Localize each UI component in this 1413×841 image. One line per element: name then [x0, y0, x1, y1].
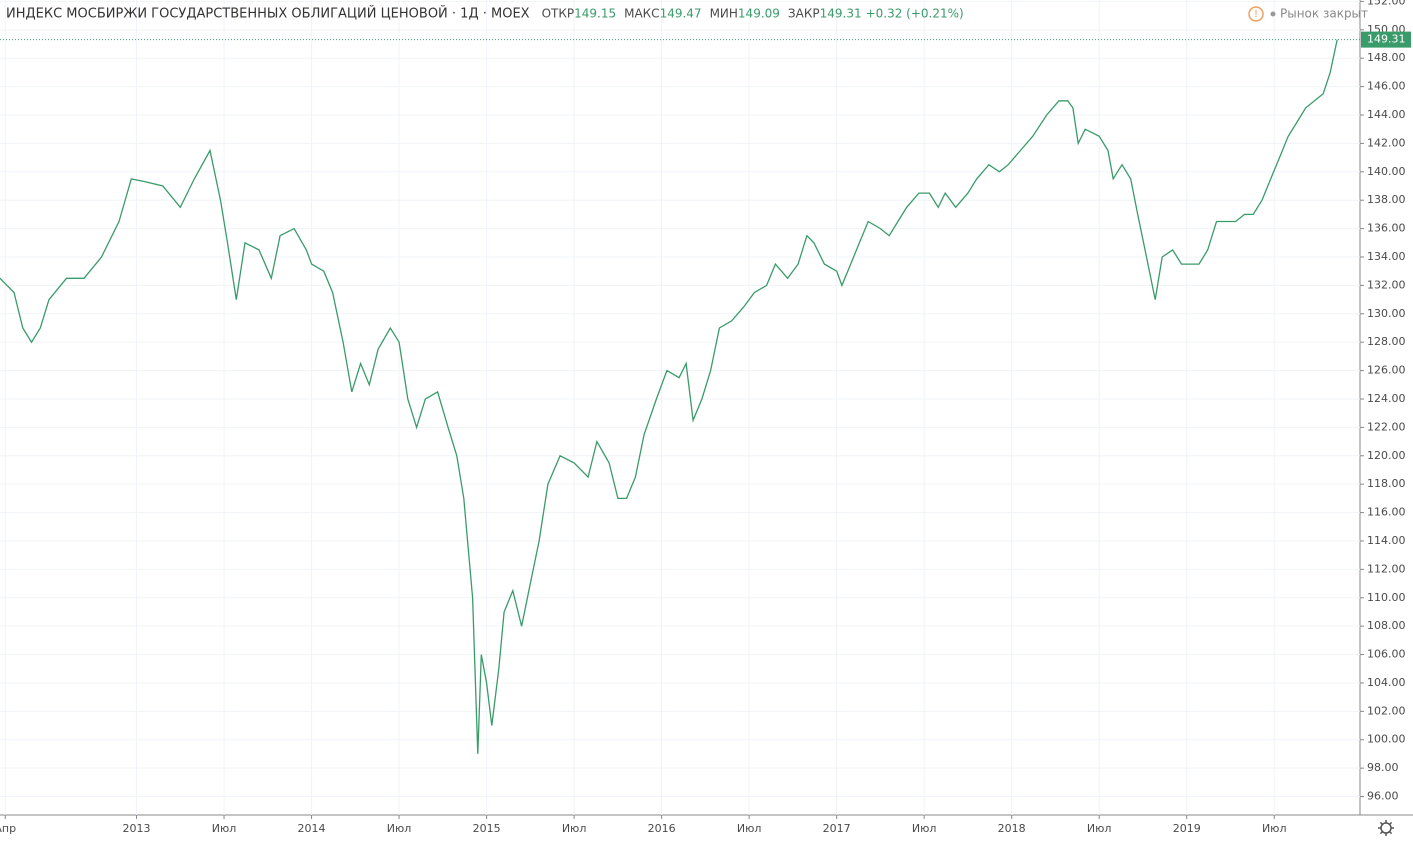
y-tick-label: 122.00	[1367, 420, 1406, 433]
y-tick-label: 148.00	[1367, 51, 1406, 64]
y-tick-label: 104.00	[1367, 676, 1406, 689]
status-icon	[1248, 6, 1264, 22]
status-dot	[1270, 11, 1276, 17]
y-tick-label: 126.00	[1367, 364, 1406, 377]
x-tick-label: 2015	[473, 822, 501, 835]
x-tick-label: 2013	[123, 822, 151, 835]
y-tick-label: 96.00	[1367, 790, 1399, 803]
y-tick-label: 140.00	[1367, 165, 1406, 178]
x-tick-label: Апр	[0, 822, 16, 835]
x-tick-label: 2016	[648, 822, 676, 835]
ohlc-value: 149.15	[574, 7, 616, 21]
x-tick-label: 2019	[1173, 822, 1201, 835]
x-tick-label: Июл	[1262, 822, 1287, 835]
y-tick-label: 144.00	[1367, 108, 1406, 121]
market-status: Рынок закрыт	[1280, 7, 1368, 21]
y-tick-label: 100.00	[1367, 733, 1406, 746]
y-tick-label: 142.00	[1367, 136, 1406, 149]
price-line	[0, 39, 1338, 754]
y-tick-label: 120.00	[1367, 449, 1406, 462]
ohlc-label: МАКС	[624, 7, 659, 21]
y-tick-label: 108.00	[1367, 619, 1406, 632]
ohlc-label: МИН	[710, 7, 738, 21]
y-tick-label: 134.00	[1367, 250, 1406, 263]
price-axis	[1360, 0, 1413, 841]
change: +0.32 (+0.21%)	[866, 7, 964, 21]
x-tick-label: Июл	[212, 822, 237, 835]
y-tick-label: 132.00	[1367, 278, 1406, 291]
y-tick-label: 146.00	[1367, 80, 1406, 93]
plot	[0, 0, 1360, 815]
y-tick-label: 106.00	[1367, 648, 1406, 661]
ohlc-label: ОТКР	[542, 7, 575, 21]
x-tick-label: Июл	[1087, 822, 1112, 835]
x-tick-label: Июл	[562, 822, 587, 835]
settings-icon[interactable]	[1378, 820, 1394, 836]
x-tick-label: 2017	[823, 822, 851, 835]
ohlc-label: ЗАКР	[788, 7, 820, 21]
y-tick-label: 116.00	[1367, 506, 1406, 519]
y-tick-label: 114.00	[1367, 534, 1406, 547]
y-tick-label: 152.00	[1367, 0, 1406, 7]
last-price-badge	[1361, 31, 1411, 48]
ohlc-value: 149.47	[660, 7, 702, 21]
x-tick-label: Июл	[387, 822, 412, 835]
chart-title: ИНДЕКС МОСБИРЖИ ГОСУДАРСТВЕННЫХ ОБЛИГАЦИ…	[6, 6, 530, 22]
y-tick-label: 136.00	[1367, 222, 1406, 235]
y-tick-label: 102.00	[1367, 704, 1406, 717]
ohlc-value: 149.31	[820, 7, 862, 21]
y-tick-label: 138.00	[1367, 193, 1406, 206]
y-tick-label: 118.00	[1367, 477, 1406, 490]
y-tick-label: 130.00	[1367, 307, 1406, 320]
y-tick-label: 98.00	[1367, 761, 1399, 774]
y-tick-label: 112.00	[1367, 562, 1406, 575]
y-tick-label: 128.00	[1367, 335, 1406, 348]
x-tick-label: 2014	[298, 822, 326, 835]
ohlc-value: 149.09	[738, 7, 780, 21]
x-tick-label: Июл	[737, 822, 762, 835]
y-tick-label: 110.00	[1367, 591, 1406, 604]
legend: ИНДЕКС МОСБИРЖИ ГОСУДАРСТВЕННЫХ ОБЛИГАЦИ…	[6, 6, 964, 22]
status-icon-mark: !	[1254, 9, 1258, 20]
x-tick-label: 2018	[998, 822, 1026, 835]
x-tick-label: Июл	[912, 822, 937, 835]
last-price-label: 149.31	[1367, 33, 1406, 46]
y-tick-label: 124.00	[1367, 392, 1406, 405]
